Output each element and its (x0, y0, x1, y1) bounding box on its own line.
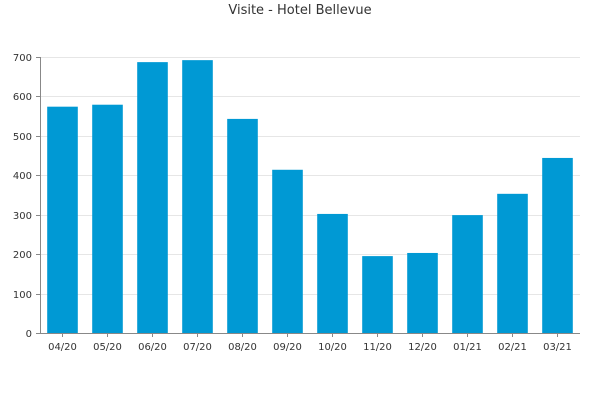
bar-02-21 (497, 193, 528, 333)
y-tick-label: 0 (26, 329, 32, 340)
grid-lines (40, 57, 580, 295)
x-tick-label: 05/20 (93, 342, 122, 353)
y-tick-label: 500 (13, 132, 32, 143)
bar-11-20 (362, 256, 393, 333)
bar-09-20 (272, 169, 303, 333)
y-tick-label: 400 (13, 171, 32, 182)
bar-07-20 (182, 60, 213, 334)
y-tick-label: 700 (13, 53, 32, 64)
x-tick-label: 02/21 (498, 342, 527, 353)
y-tick-label: 200 (13, 250, 32, 261)
x-tick-labels: 04/20 05/20 06/20 07/20 08/20 09/20 10/20 11/20… (48, 342, 572, 353)
x-tick-label: 12/20 (408, 342, 437, 353)
bar-03-21 (542, 157, 573, 333)
x-tick-label: 11/20 (363, 342, 392, 353)
x-tick-label: 04/20 (48, 342, 77, 353)
axes (36, 57, 580, 337)
y-tick-label: 100 (13, 290, 32, 301)
x-tick-label: 08/20 (228, 342, 257, 353)
y-tick-label: 300 (13, 211, 32, 222)
bar-05-20 (92, 104, 123, 334)
x-tick-label: 03/21 (543, 342, 572, 353)
y-tick-labels: 0 100 200 300 400 500 600 700 (13, 53, 32, 340)
chart-title: Visite - Hotel Bellevue (228, 3, 372, 18)
bar-12-20 (407, 252, 438, 333)
x-tick-label: 09/20 (273, 342, 302, 353)
bar-08-20 (227, 118, 258, 334)
x-tick-label: 07/20 (183, 342, 212, 353)
bars (47, 60, 573, 334)
x-tick-label: 10/20 (318, 342, 347, 353)
bar-01-21 (452, 215, 483, 333)
bar-04-20 (47, 106, 78, 334)
bar-10-20 (317, 213, 348, 333)
y-tick-label: 600 (13, 92, 32, 103)
x-tick-label: 06/20 (138, 342, 167, 353)
bar-06-20 (137, 62, 168, 333)
x-tick-label: 01/21 (453, 342, 482, 353)
